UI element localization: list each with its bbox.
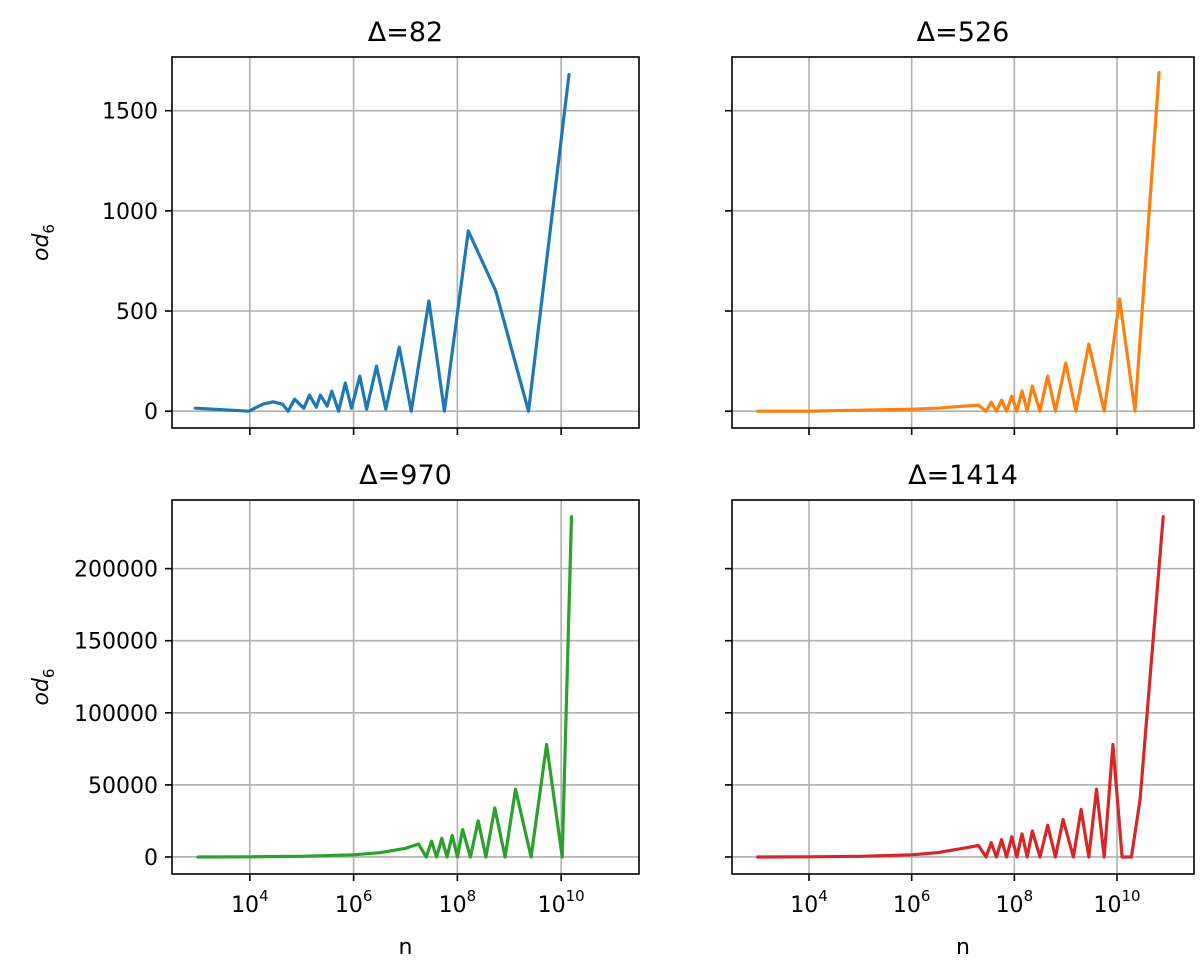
y-tick-label: 150000 [74,630,158,655]
subplot-2: Δ=526 [725,17,1195,435]
axes-frame [171,499,640,875]
subplot-title: Δ=526 [917,17,1010,48]
y-tick-label: 500 [116,300,158,325]
subplot-title: Δ=1414 [908,460,1018,491]
series-line [196,515,574,859]
series-line [756,70,1161,413]
x-tick-label: 108 [439,887,477,918]
x-tick-label: 104 [790,887,828,918]
y-tick-label: 1500 [102,100,158,125]
y-tick-label: 50000 [88,774,158,799]
series-line [193,72,571,413]
subplot-title: Δ=82 [368,17,443,48]
y-tick-label: 100000 [74,702,158,727]
y-tick-label: 1000 [102,200,158,225]
axes-frame [171,56,640,429]
y-tick-label: 0 [144,846,158,871]
y-tick-label: 200000 [74,558,158,583]
x-tick-label: 1010 [1093,887,1140,918]
x-tick-label: 106 [893,887,931,918]
axes-frame [731,56,1195,429]
x-tick-label: 106 [335,887,373,918]
x-axis-label: n [956,935,970,960]
y-axis-label: od6 [29,669,58,706]
x-tick-label: 108 [996,887,1034,918]
subplot-4: 104 106 108 1010 Δ=1414 n [725,460,1195,960]
subplot-1: 0 500 1000 1500 Δ=82 od6 [29,17,640,435]
x-tick-label: 1010 [538,887,585,918]
x-axis-label: n [399,935,413,960]
y-tick-label: 0 [144,400,158,425]
y-axis-label: od6 [29,224,58,261]
series-line [756,515,1165,859]
x-tick-label: 104 [231,887,269,918]
subplot-title: Δ=970 [359,460,452,491]
axes-frame [731,499,1195,875]
subplot-3: 0 50000 100000 150000 200000 104 106 108 1010 Δ=9… [29,460,640,960]
